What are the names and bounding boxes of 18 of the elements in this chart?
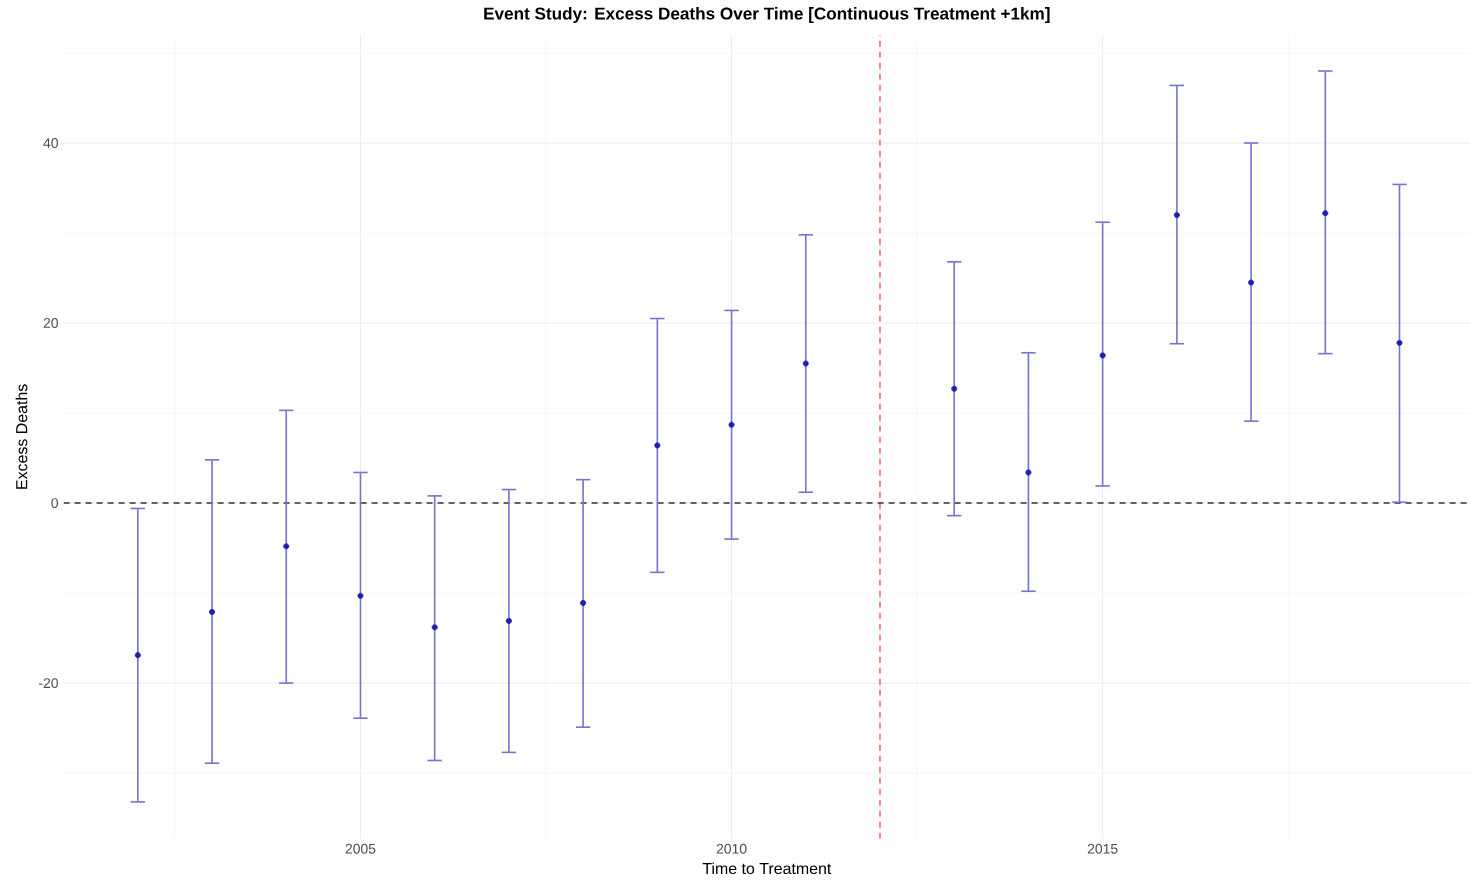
point bbox=[431, 624, 438, 631]
point bbox=[357, 592, 364, 599]
point bbox=[1025, 469, 1032, 476]
point bbox=[209, 608, 216, 615]
point bbox=[1099, 352, 1106, 359]
point bbox=[580, 599, 587, 606]
point bbox=[1322, 210, 1329, 217]
point bbox=[802, 360, 809, 367]
chart-title: Event Study: Excess Deaths Over Time [Continuous Treatment +1km] bbox=[484, 7, 1050, 24]
point bbox=[1248, 279, 1255, 286]
point bbox=[951, 385, 958, 392]
point bbox=[654, 442, 661, 449]
point bbox=[505, 617, 512, 624]
point bbox=[1173, 212, 1180, 219]
point bbox=[728, 421, 735, 428]
point bbox=[1396, 339, 1403, 346]
point bbox=[283, 543, 290, 550]
point bbox=[134, 652, 141, 659]
